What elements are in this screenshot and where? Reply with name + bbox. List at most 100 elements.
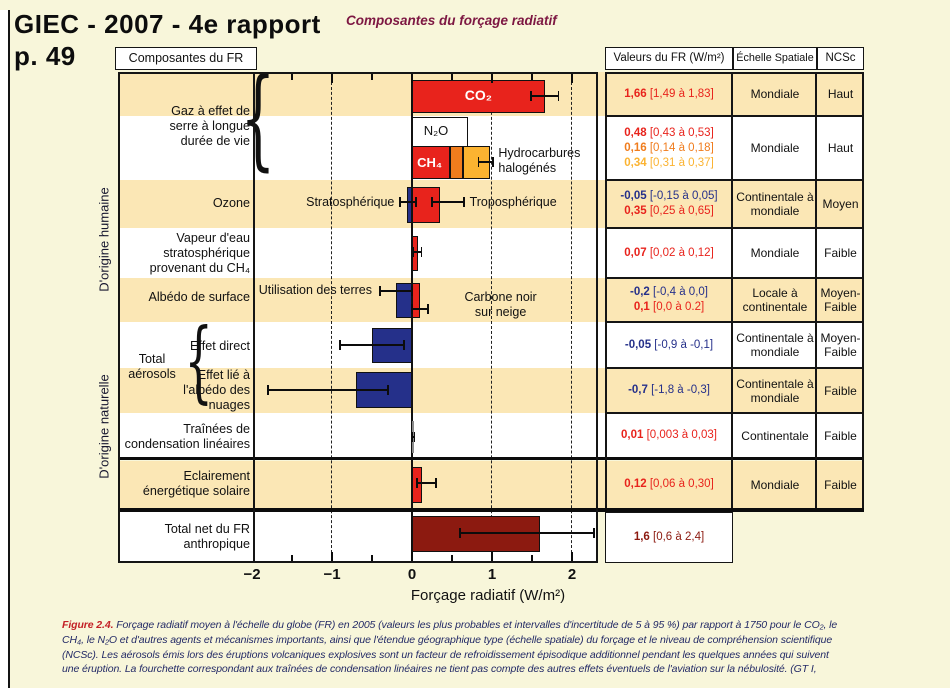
- cell-divider: [605, 321, 864, 323]
- scale-cell-8: Mondiale: [750, 477, 800, 492]
- tick-label: 2: [567, 566, 577, 583]
- page-title: GIEC - 2007 - 4e rapport p. 49: [14, 8, 321, 72]
- scale-cell-0: Mondiale: [750, 87, 800, 101]
- error-cap-effet-nuages: [267, 385, 269, 395]
- value-cell-9: 1,6 [0,6 à 2,4]: [605, 512, 733, 563]
- component-label-albedo-surface: Albédo de surface: [148, 289, 250, 304]
- value-cell-8: 0,12 [0,06 à 0,30]: [605, 461, 733, 508]
- gridline: [491, 72, 492, 563]
- error-cap-total-net: [593, 528, 595, 538]
- page-left-border: [8, 10, 10, 688]
- error-bar-co2: [531, 95, 559, 97]
- component-label-vapeur-eau: Vapeur d'eau stratosphérique provenant d…: [149, 230, 250, 275]
- ncsc-cell-7: Faible: [824, 428, 857, 443]
- error-cap-halocarbures: [492, 157, 494, 167]
- error-bar-solaire: [416, 482, 436, 484]
- label-plot-divider: [252, 72, 255, 563]
- component-label-total-net: Total net du FR anthropique: [164, 522, 250, 551]
- error-bar-effet-direct: [340, 344, 404, 346]
- value-line: -0,05 [-0,15 à 0,05]: [620, 190, 718, 202]
- error-cap-ozone-strat: [415, 197, 417, 207]
- ncsccol-right: [862, 72, 864, 508]
- ncsc-cell-0: Haut: [827, 87, 854, 101]
- error-cap-trainees: [413, 432, 416, 442]
- cell-divider: [605, 227, 864, 229]
- plot-right-border: [596, 72, 598, 563]
- bar-n2o-segment: [450, 146, 464, 179]
- cell-divider: [605, 179, 864, 181]
- tick-top: [451, 74, 453, 80]
- value-line: 0,01 [0,003 à 0,03]: [621, 429, 717, 441]
- value-line: 0,1 [0,0 à 0.2]: [633, 301, 705, 313]
- tick-top: [531, 74, 533, 80]
- component-label-trainees: Traînées de condensation linéaires: [124, 422, 250, 451]
- error-bar-utilisation-terres: [380, 290, 412, 292]
- ncsc-cell-5: Moyen-Faible: [820, 331, 861, 359]
- caption-line: CH₄, le N₂O et d'autres agents et mécani…: [62, 633, 833, 646]
- note-halo-label: Hydrocarbures halogénés: [498, 146, 581, 175]
- error-bar-trainees: [412, 436, 415, 438]
- value-line: 1,6 [0,6 à 2,4]: [633, 531, 705, 543]
- value-cell-3: 0,07 [0,02 à 0,12]: [605, 228, 733, 278]
- tick-bottom: [291, 555, 293, 561]
- x-axis-label: Forçage radiatif (W/m²): [410, 587, 566, 604]
- tick-label: −1: [323, 566, 341, 583]
- caption-line: une éruption. La fourchette correspondan…: [62, 663, 817, 676]
- error-cap-ozone-trop: [463, 197, 465, 207]
- caption-line: Figure 2.4. Forçage radiatif moyen à l'é…: [62, 619, 838, 631]
- ncsc-cell-2: Moyen: [822, 197, 859, 211]
- tick-top: [291, 74, 293, 80]
- valcol-left: [605, 72, 607, 508]
- error-cap-co2: [557, 91, 560, 101]
- error-bar-vapeur-eau: [413, 251, 422, 253]
- frame-bottom: [118, 561, 598, 563]
- error-bar-halocarbures: [478, 161, 493, 163]
- page-title-line1: GIEC - 2007 - 4e rapport: [14, 9, 321, 39]
- value-cell-4: -0,2 [-0,4 à 0,0] 0,1 [0,0 à 0.2]: [605, 278, 733, 322]
- error-bar-effet-nuages: [268, 389, 388, 391]
- value-line: 0,16 [0,14 à 0,18]: [624, 141, 714, 154]
- tick-bottom: [371, 555, 373, 561]
- error-cap-effet-nuages: [387, 385, 389, 395]
- scale-cell-7: Continentale: [741, 428, 809, 443]
- note-terres-label: Utilisation des terres: [258, 282, 372, 297]
- scale-cell-5: Continentale à mondiale: [736, 331, 814, 359]
- component-label-ozone: Ozone: [212, 195, 250, 210]
- error-cap-trainees: [411, 432, 414, 442]
- scalecol-right: [815, 72, 817, 508]
- cell-divider: [605, 115, 864, 117]
- caption-line: (NCSc). Les aérosols émis lors des érupt…: [62, 648, 829, 661]
- tick-label: −2: [243, 566, 261, 583]
- error-cap-utilisation-terres: [379, 286, 381, 296]
- note-noir-label: Carbone noir sur neige: [464, 290, 537, 319]
- ncsc-cell-8: Faible: [824, 477, 857, 492]
- component-label-gaz-effet-serre: Gaz à effet de serre à longue durée de v…: [169, 103, 250, 148]
- error-cap-solaire: [435, 478, 437, 488]
- note-trop-label: Troposphérique: [469, 194, 557, 209]
- valcols-top: [605, 72, 864, 74]
- valcol-right: [731, 72, 733, 508]
- error-bar-ozone-strat: [400, 201, 416, 203]
- ncsc-cell-3: Faible: [824, 246, 857, 260]
- caption-figure-number: Figure 2.4.: [62, 619, 114, 631]
- ncsc-cell-6: Faible: [824, 383, 857, 398]
- gridline: [331, 72, 332, 563]
- value-line: 0,34 [0,31 à 0,37]: [624, 156, 714, 169]
- error-bar-total-net: [460, 532, 594, 534]
- value-line: -0,2 [-0,4 à 0,0]: [629, 286, 708, 298]
- value-cell-5: -0,05 [-0,9 à -0,1]: [605, 322, 733, 368]
- note-n2o-label: N₂O: [423, 122, 449, 138]
- error-cap-co2: [530, 91, 532, 101]
- thick-separator: [118, 507, 864, 512]
- frame-top: [118, 72, 598, 74]
- tick-bottom: [531, 555, 533, 561]
- header-composantes: Composantes du FR: [115, 47, 257, 70]
- header-echelle: Échelle Spatiale: [733, 47, 817, 70]
- tick-top: [491, 74, 493, 83]
- bar-utilisation-terres: [396, 283, 412, 318]
- value-cell-6: -0,7 [-1,8 à -0,3]: [605, 368, 733, 413]
- page-title-line2: p. 49: [14, 41, 76, 71]
- brace-aerosols-brace: {: [185, 317, 213, 406]
- component-label-effet-nuages: Effet lié à l'albédo des nuages: [183, 367, 250, 412]
